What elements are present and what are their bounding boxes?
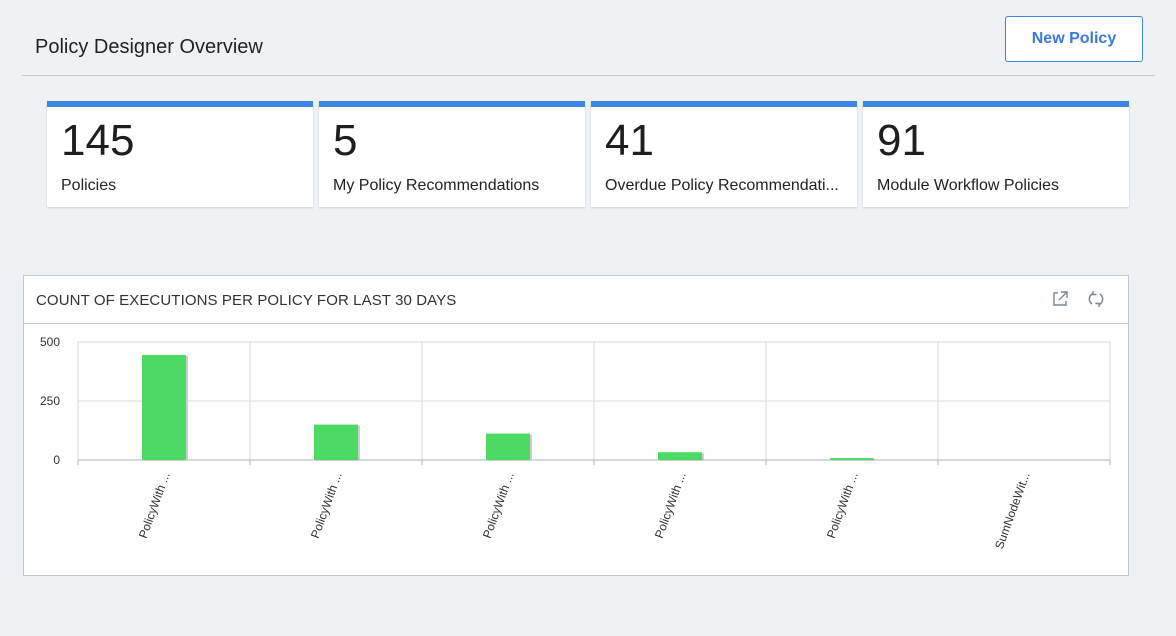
bar-shadow	[832, 459, 876, 461]
open-external-icon[interactable]	[1050, 289, 1070, 309]
card-value: 41	[605, 116, 654, 165]
chart-header: COUNT OF EXECUTIONS PER POLICY FOR LAST …	[24, 276, 1128, 324]
card-overdue-policy-recommendations[interactable]: 41 Overdue Policy Recommendati...	[591, 101, 857, 207]
bar	[142, 354, 186, 460]
x-tick-label: PolicyWith ...	[652, 470, 689, 540]
x-tick-label: PolicyWith ...	[136, 470, 173, 540]
card-label: Policies	[61, 177, 117, 194]
x-tick-label: PolicyWith ...	[308, 470, 345, 540]
x-tick-label: PolicyWith ...	[824, 470, 861, 540]
y-tick-label: 250	[40, 394, 60, 408]
card-my-policy-recommendations[interactable]: 5 My Policy Recommendations	[319, 101, 585, 207]
refresh-icon[interactable]	[1086, 289, 1106, 309]
y-tick-label: 0	[53, 453, 60, 467]
bar	[658, 452, 702, 460]
card-label: Overdue Policy Recommendati...	[605, 177, 839, 194]
executions-chart-panel: COUNT OF EXECUTIONS PER POLICY FOR LAST …	[23, 275, 1129, 576]
card-value: 91	[877, 116, 926, 165]
bar-chart: 0 250 500 PolicyWith ... PolicyWith ... Polic…	[40, 335, 1111, 551]
page-title: Policy Designer Overview	[35, 36, 263, 58]
card-value: 5	[333, 116, 358, 165]
bar	[830, 458, 874, 460]
card-label: Module Workflow Policies	[877, 177, 1059, 194]
chart-title: COUNT OF EXECUTIONS PER POLICY FOR LAST …	[36, 292, 457, 309]
summary-cards: 145 Policies 5 My Policy Recommendations…	[47, 101, 1129, 207]
x-tick-label: PolicyWith ...	[480, 470, 517, 540]
new-policy-button[interactable]: New Policy	[1005, 16, 1143, 62]
card-value: 145	[61, 116, 135, 165]
page-header: Policy Designer Overview New Policy	[22, 0, 1155, 76]
x-tick-label: SumNodeWit...	[992, 470, 1033, 551]
bar	[486, 433, 530, 460]
y-tick-label: 500	[40, 335, 60, 349]
bar	[314, 424, 358, 460]
card-label: My Policy Recommendations	[333, 177, 540, 194]
card-module-workflow-policies[interactable]: 91 Module Workflow Policies	[863, 101, 1129, 207]
card-policies[interactable]: 145 Policies	[47, 101, 313, 207]
